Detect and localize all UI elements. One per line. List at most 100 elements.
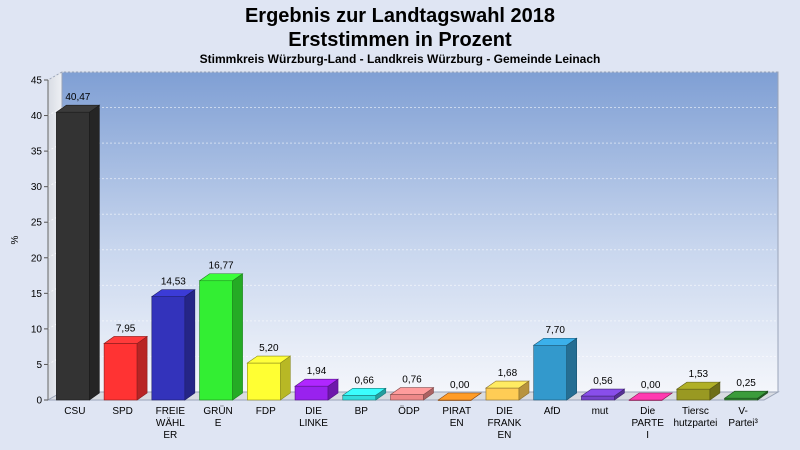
bar-front xyxy=(581,395,615,401)
bar[interactable] xyxy=(103,335,149,401)
y-tick-label: 10 xyxy=(31,324,43,335)
data-label: 1,68 xyxy=(498,368,518,379)
y-tick-label: 20 xyxy=(31,253,43,264)
data-label: 1,53 xyxy=(689,369,709,380)
x-tick-label: Die PARTE I xyxy=(631,406,664,441)
bar-top xyxy=(341,388,387,396)
x-tick-label-line: I xyxy=(646,430,649,441)
gridline-side xyxy=(47,71,63,81)
bar-top xyxy=(675,381,721,390)
bar-front xyxy=(294,385,329,401)
data-label: 0,25 xyxy=(736,378,756,389)
x-tick-label-line: AfD xyxy=(544,406,561,417)
bar[interactable] xyxy=(150,289,196,401)
y-tick-label: 0 xyxy=(36,396,42,407)
gridline-side xyxy=(47,107,63,116)
bar[interactable] xyxy=(532,337,578,401)
x-tick-label-line: E xyxy=(215,418,222,429)
data-label: 0,56 xyxy=(593,376,613,387)
bar-side xyxy=(184,289,196,401)
bar-front xyxy=(485,387,520,401)
y-tick-label: 40 xyxy=(31,111,43,122)
data-label: 0,00 xyxy=(641,380,661,391)
bar-top xyxy=(103,336,149,344)
bar-front xyxy=(103,343,138,401)
x-tick-label-line: ER xyxy=(163,430,177,441)
x-tick-label-line: WÄHL xyxy=(156,417,185,429)
bar[interactable] xyxy=(55,104,101,401)
x-tick-label-line: PARTE xyxy=(631,418,664,429)
bar-top xyxy=(437,392,483,401)
bar-front xyxy=(56,111,90,401)
bar[interactable] xyxy=(198,273,244,401)
bar[interactable] xyxy=(485,380,530,401)
x-tick-label-line: hutzpartei xyxy=(673,418,717,429)
bar[interactable] xyxy=(246,355,292,401)
x-tick-label: FREIE WÄHL ER xyxy=(156,406,186,441)
x-tick-label-line: LINKE xyxy=(299,418,328,429)
x-tick-label-line: Die xyxy=(640,406,655,417)
x-tick-label: SPD xyxy=(112,406,133,417)
y-tick-label: 25 xyxy=(31,218,43,229)
y-tick-label: 5 xyxy=(36,360,42,371)
bar[interactable] xyxy=(675,381,721,401)
x-tick-label-line: EN xyxy=(498,430,512,441)
x-tick-label: AfD xyxy=(544,406,561,417)
bar[interactable] xyxy=(628,392,674,401)
bar-front xyxy=(676,388,711,401)
x-tick-label: DIE FRANK EN xyxy=(488,406,522,441)
x-tick-label: V-Partei³ xyxy=(728,406,758,429)
bar-top xyxy=(198,273,244,282)
y-tick-label: 15 xyxy=(31,289,43,300)
bar-top xyxy=(150,289,196,297)
data-label: 7,95 xyxy=(116,323,136,334)
bar-top xyxy=(723,390,769,399)
x-tick-label-line: GRÜN xyxy=(203,405,232,417)
bar-front xyxy=(199,280,233,401)
bar-top xyxy=(389,387,435,395)
x-tick-label-line: EN xyxy=(450,418,464,429)
chart-subtitle: Stimmkreis Würzburg-Land - Landkreis Wür… xyxy=(199,52,601,66)
x-tick-label-line: ÖDP xyxy=(398,405,420,417)
x-tick-label-line: DIE xyxy=(496,406,513,417)
data-label: 16,77 xyxy=(209,261,234,272)
bar-top xyxy=(246,355,292,364)
bar[interactable] xyxy=(294,378,339,401)
x-tick-label: mut xyxy=(592,406,609,417)
x-tick-label-line: FRANK xyxy=(488,418,522,429)
x-tick-label-line: V- xyxy=(738,406,747,417)
bar-top xyxy=(580,388,626,397)
bar-front xyxy=(390,394,424,401)
x-tick-label: PIRAT EN xyxy=(442,406,471,429)
x-tick-label: FDP xyxy=(256,406,276,417)
x-tick-label-line: Tiersc xyxy=(682,406,709,417)
bar[interactable] xyxy=(580,388,626,401)
bar-front xyxy=(247,362,281,401)
bar-top xyxy=(55,104,101,113)
data-label: 1,94 xyxy=(307,366,327,377)
bar[interactable] xyxy=(723,390,769,401)
x-tick-label-line: DIE xyxy=(305,406,322,417)
x-tick-label: ÖDP xyxy=(398,405,420,417)
y-tick-label: 35 xyxy=(31,147,43,158)
x-tick-label: DIE LINKE xyxy=(299,406,328,429)
x-tick-label-line: BP xyxy=(355,406,369,417)
bar-front xyxy=(533,344,568,401)
bar-front xyxy=(342,395,377,401)
data-label: 5,20 xyxy=(259,343,279,354)
bar[interactable] xyxy=(389,387,435,401)
bar-side xyxy=(89,104,100,401)
data-label: 0,76 xyxy=(402,375,422,386)
x-tick-label: CSU xyxy=(64,406,85,417)
bar[interactable] xyxy=(437,392,483,401)
bar[interactable] xyxy=(341,387,387,401)
x-tick-label-line: CSU xyxy=(64,406,85,417)
x-tick-label: BP xyxy=(355,406,369,417)
bar-top xyxy=(532,337,578,346)
x-tick-label-line: PIRAT xyxy=(442,406,471,417)
y-axis-label: % xyxy=(10,235,21,244)
data-label: 0,00 xyxy=(450,380,470,391)
bar-top xyxy=(628,392,674,401)
chart-title-line-2: Erststimmen in Prozent xyxy=(288,29,512,51)
